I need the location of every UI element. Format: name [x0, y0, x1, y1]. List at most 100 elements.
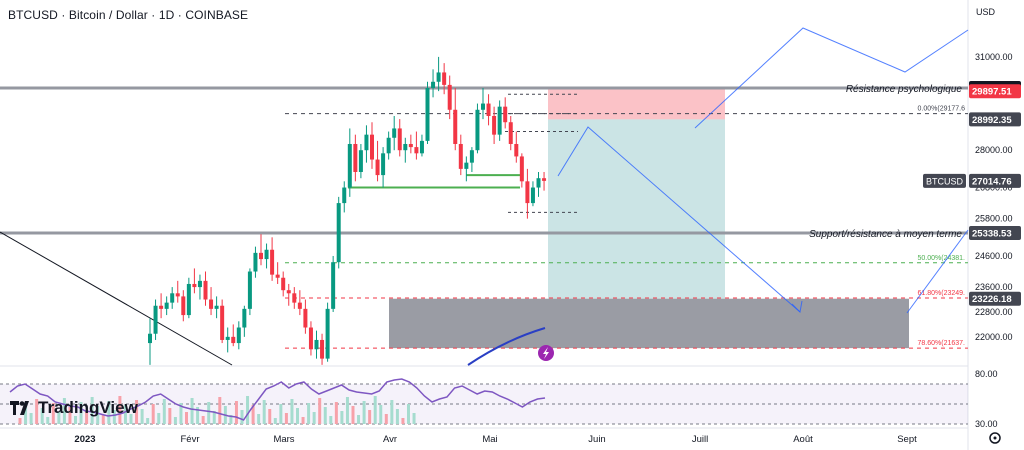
rsi-pane-bg: [0, 366, 968, 428]
candle-body-62: [492, 115, 497, 135]
candle-body-63: [497, 106, 502, 135]
candle-body-29: [308, 327, 313, 350]
volume-bar-7: [57, 412, 61, 424]
candle-body-13: [220, 305, 225, 340]
volume-bar-41: [246, 396, 250, 424]
volume-bar-27: [168, 408, 172, 424]
volume-bar-48: [284, 413, 288, 424]
projection-arrowhead: [791, 300, 803, 314]
volume-bar-6: [51, 403, 55, 424]
volume-bar-2: [29, 413, 33, 424]
candle-body-8: [192, 283, 197, 288]
volume-bar-55: [323, 407, 327, 424]
candle-body-20: [259, 252, 263, 260]
candle-body-39: [364, 134, 369, 151]
fib-level-label-3: 78.60%(21637.: [918, 340, 966, 347]
target-zone-box: [548, 119, 725, 299]
volume-bar-36: [218, 397, 222, 424]
volume-bar-46: [273, 418, 277, 424]
price-badge-5: 25338.53: [972, 229, 1012, 240]
volume-bar-47: [279, 404, 283, 424]
lightning-icon: [543, 347, 549, 359]
candle-body-12: [214, 305, 219, 309]
volume-bar-19: [123, 405, 127, 424]
volume-bar-14: [96, 406, 100, 424]
volume-bar-53: [312, 412, 316, 424]
volume-bar-35: [212, 411, 216, 424]
candle-body-16: [236, 327, 241, 344]
volume-bar-18: [118, 396, 122, 424]
chart-title: BTCUSD · Bitcoin / Dollar · 1D · COINBAS…: [8, 8, 249, 22]
rsi-tick-1: 30.00: [975, 419, 998, 429]
volume-bar-66: [384, 414, 388, 424]
volume-bar-0: [18, 418, 22, 424]
candle-body-10: [203, 280, 208, 300]
candle-body-70: [536, 178, 541, 188]
fib-level-label-0: 0.00%(29177.6: [918, 106, 966, 113]
volume-bar-71: [412, 413, 416, 424]
candle-body-26: [292, 293, 297, 303]
candle-body-56: [458, 143, 463, 169]
price-badge-bg-1: [969, 84, 1021, 99]
price-badge-2: 28992.35: [972, 115, 1012, 126]
volume-bar-44: [262, 400, 266, 424]
candle-body-15: [231, 336, 236, 344]
volume-bar-64: [373, 396, 377, 424]
fib-level-label-2: 61.80%(23249.: [918, 290, 966, 297]
projection-down-line: [557, 126, 801, 313]
x-tick-3: Avr: [383, 434, 397, 445]
candle-body-59: [475, 109, 480, 151]
candle-body-2: [159, 305, 164, 309]
candle-body-46: [403, 143, 408, 151]
volume-bar-28: [173, 417, 177, 424]
candle-body-45: [397, 128, 402, 151]
volume-bar-26: [162, 399, 166, 424]
stop-zone-box: [548, 88, 725, 120]
volume-bar-54: [318, 398, 322, 424]
candle-body-9: [197, 280, 202, 288]
candle-body-32: [325, 308, 330, 359]
candle-body-61: [486, 103, 491, 116]
volume-bar-1: [24, 404, 28, 424]
volume-bar-21: [135, 400, 139, 424]
x-tick-4: Mai: [482, 434, 497, 445]
candle-body-33: [331, 262, 336, 309]
volume-bar-10: [74, 416, 77, 424]
y-tick-6: 23600.00: [975, 282, 1013, 292]
candle-body-3: [164, 302, 169, 309]
x-tick-7: Août: [793, 434, 813, 445]
price-badge-bg-6: [969, 291, 1021, 306]
candle-body-25: [286, 290, 291, 294]
volume-bar-20: [129, 414, 133, 424]
candle-body-14: [225, 336, 230, 340]
candle-body-50: [425, 88, 430, 141]
price-badge-bg-4: [969, 173, 1021, 188]
volume-bar-31: [190, 398, 194, 424]
candle-body-7: [186, 283, 191, 316]
volume-bar-43: [257, 414, 261, 424]
candle-body-0: [148, 333, 152, 344]
rsi-line: [9, 378, 546, 421]
y-tick-2: 28000.00: [975, 145, 1013, 155]
candle-body-36: [347, 143, 352, 188]
price-badge-3: BTCUSD: [926, 176, 964, 186]
y-tick-1: 31000.00: [975, 52, 1013, 62]
candle-body-21: [264, 249, 269, 260]
key-level-label-0: Résistance psychologique: [846, 84, 963, 95]
candle-body-55: [453, 109, 458, 144]
candle-body-22: [270, 249, 275, 275]
volume-bar-15: [101, 415, 105, 424]
fib-level-label-1: 50.00%(24381.: [918, 255, 966, 262]
candle-body-40: [370, 134, 374, 160]
volume-bar-45: [268, 409, 272, 424]
candle-body-23: [275, 274, 280, 278]
candle-body-1: [153, 305, 158, 334]
x-tick-1: Févr: [181, 434, 200, 445]
volume-bar-69: [401, 418, 405, 424]
candle-body-48: [414, 147, 419, 154]
volume-bar-60: [351, 406, 355, 424]
candle-body-42: [381, 153, 386, 176]
candle-body-44: [392, 128, 397, 138]
moving-average-curve: [467, 327, 546, 366]
